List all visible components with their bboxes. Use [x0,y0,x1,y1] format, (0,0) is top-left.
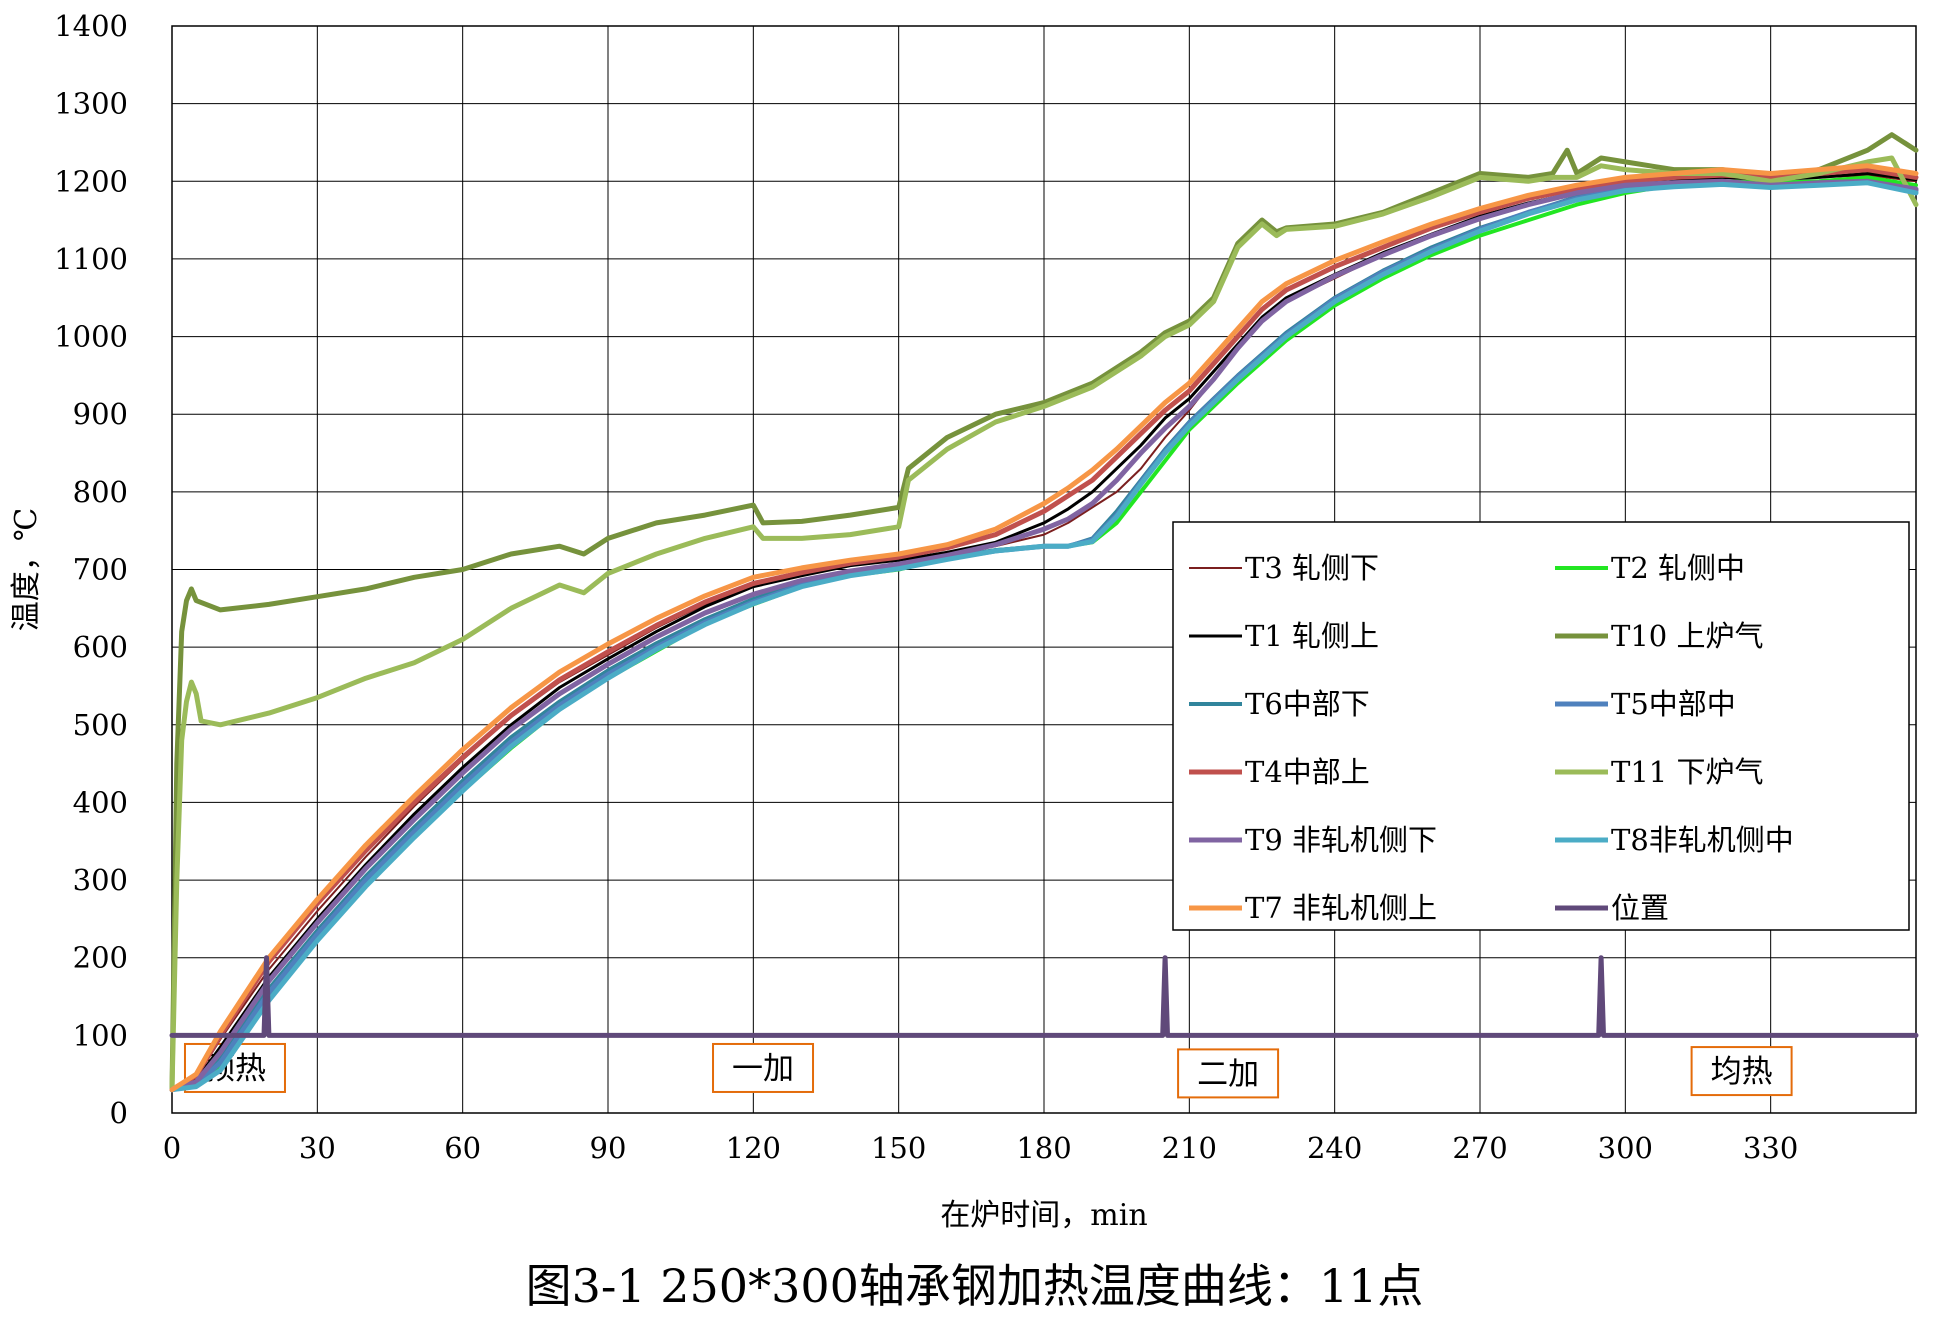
legend-label: T8非轧机侧中 [1611,823,1794,857]
y-tick-label: 0 [110,1096,128,1130]
series-line-12 [169,955,1919,1038]
series-line-8 [169,155,1919,1093]
legend-label: 位置 [1611,891,1669,925]
legend-label: T6中部下 [1245,687,1370,721]
zone-label-box [1177,1048,1280,1099]
y-tick-label: 900 [73,397,128,431]
x-tick-label: 0 [163,1131,181,1165]
x-tick-label: 120 [726,1131,781,1165]
legend-label: T9 非轧机侧下 [1245,823,1437,857]
y-tick-label: 100 [73,1018,128,1052]
y-tick-label: 1300 [54,87,128,121]
zone-label: 一加 [732,1051,794,1087]
legend-label: T3 轧侧下 [1245,551,1379,585]
y-tick-label: 200 [73,941,128,975]
legend-label: T11 下炉气 [1611,755,1763,789]
legend-label: T1 轧侧上 [1245,619,1379,653]
y-tick-label: 800 [73,475,128,509]
legend-label: T2 轧侧中 [1611,551,1745,585]
series-line-7 [169,167,1919,1093]
legend-label: T4中部上 [1245,755,1370,789]
x-tick-label: 270 [1452,1131,1507,1165]
series-line-10 [169,180,1919,1093]
y-tick-label: 400 [73,785,128,819]
y-tick-label: 1000 [54,320,128,354]
y-tick-label: 300 [73,863,128,897]
legend-label: T7 非轧机侧上 [1245,891,1437,925]
zone-label: 二加 [1197,1056,1259,1092]
y-tick-label: 500 [73,708,128,742]
x-tick-label: 180 [1016,1131,1071,1165]
x-tick-label: 330 [1743,1131,1798,1165]
x-tick-label: 60 [444,1131,481,1165]
series-line-4 [169,132,1919,1093]
zone-label: 均热 [1711,1054,1773,1090]
y-tick-label: 1400 [54,9,128,43]
y-tick-label: 1200 [54,164,128,198]
x-tick-label: 210 [1162,1131,1217,1165]
x-tick-label: 300 [1598,1131,1653,1165]
x-tick-label: 30 [299,1131,336,1165]
y-axis-label: 温度，℃ [9,508,44,632]
legend [1172,521,1910,931]
y-tick-label: 700 [73,553,128,587]
series-line-11 [169,163,1919,1093]
y-tick-label: 1100 [54,242,128,276]
x-tick-label: 150 [871,1131,926,1165]
legend-label: T5中部中 [1611,687,1736,721]
x-tick-label: 240 [1307,1131,1362,1165]
zone-label-box [712,1042,815,1093]
y-tick-label: 600 [73,630,128,664]
legend-label: T10 上炉气 [1611,619,1763,653]
line-chart: 0100200300400500600700800900100011001200… [9,9,1919,1233]
x-axis-label: 在炉时间，min [940,1198,1147,1233]
x-tick-label: 90 [590,1131,627,1165]
figure-caption: 图3-1 250*300轴承钢加热温度曲线：11点 [525,1259,1424,1313]
series-line-9 [169,178,1919,1093]
zone-label-box [1690,1046,1793,1097]
